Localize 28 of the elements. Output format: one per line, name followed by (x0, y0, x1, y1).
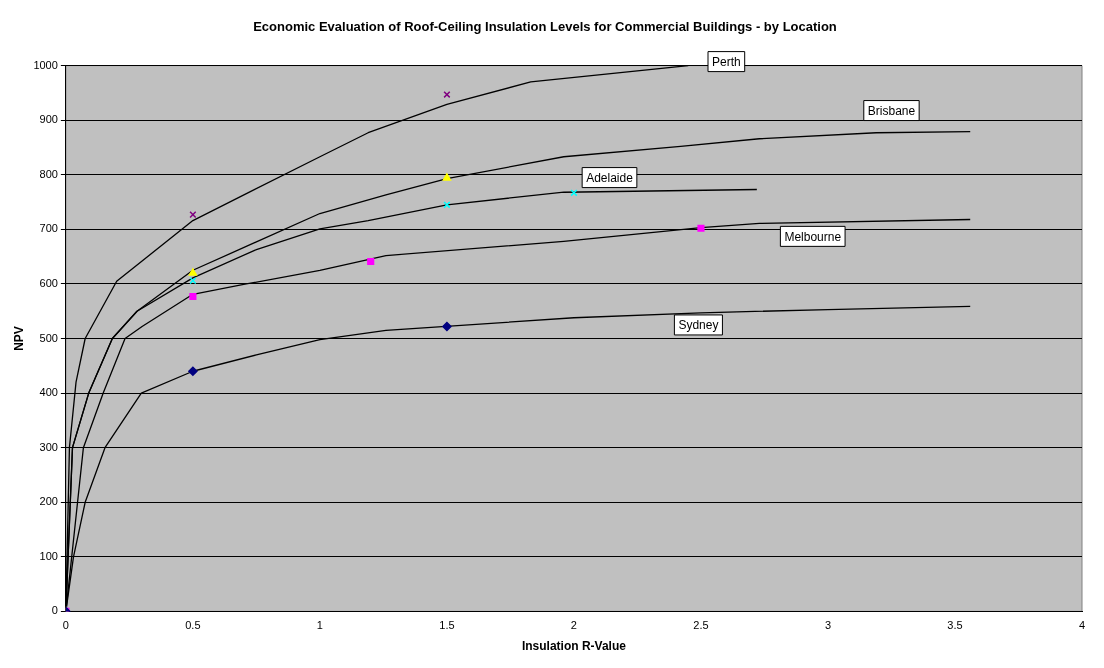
y-tick-label: 100 (39, 549, 58, 562)
x-tick-label: 1.5 (439, 619, 455, 632)
series-label: Brisbane (867, 103, 916, 118)
y-tick-label: 300 (39, 440, 58, 453)
series-label: Sydney (678, 318, 719, 333)
x-tick-label: 3 (824, 619, 832, 632)
y-tick-label: 800 (39, 167, 58, 180)
y-tick-label: 500 (39, 331, 58, 344)
y-tick-label: 1000 (33, 58, 58, 71)
y-tick-label: 0 (51, 604, 58, 617)
series-label: Melbourne (784, 229, 842, 244)
y-tick-label: 400 (39, 386, 58, 399)
x-tick-label: 0.5 (185, 619, 201, 632)
x-tick-label: 2.5 (693, 619, 709, 632)
x-axis-title: Insulation R-Value (521, 639, 627, 654)
y-tick-label: 600 (39, 276, 58, 289)
y-tick-label: 700 (39, 222, 58, 235)
x-tick-label: 4 (1078, 619, 1086, 632)
x-tick-label: 0 (62, 619, 69, 632)
x-tick-label: 3.5 (947, 619, 963, 632)
x-tick-label: 1 (316, 619, 323, 632)
y-tick-label: 900 (39, 113, 58, 126)
y-tick-label: 200 (39, 495, 58, 508)
series-label: Perth (712, 54, 741, 69)
series-label: Adelaide (586, 170, 634, 185)
chart-title: Economic Evaluation of Roof-Ceiling Insulation Levels for Commercial Buildings - by Location (253, 19, 837, 35)
y-axis-title: NPV (11, 326, 26, 351)
x-tick-label: 2 (570, 619, 577, 632)
